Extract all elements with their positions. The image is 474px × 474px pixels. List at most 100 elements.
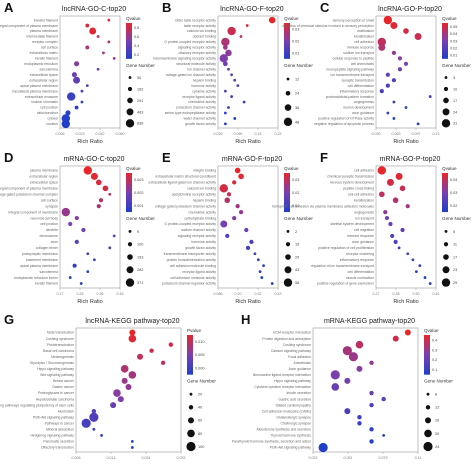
colorbar-tick-label-F: 0.04	[450, 178, 457, 182]
size-legend-label-E: 56	[295, 281, 299, 285]
data-point-E	[258, 270, 262, 274]
size-legend-dot-E	[284, 266, 292, 274]
data-point-B	[239, 35, 243, 38]
y-tick-label-G: Hippo signaling pathway	[37, 367, 74, 371]
colorbar-tick-label-A: 0.6	[134, 35, 139, 39]
x-tick-label-F: 0.50	[413, 292, 420, 296]
y-tick-label-H: Cushing syndrome	[283, 343, 311, 347]
data-point-D	[68, 221, 73, 227]
x-tick-label-C: 0.030	[372, 132, 381, 136]
x-tick-label-H: 0.051	[344, 456, 353, 460]
data-point-C	[385, 72, 390, 77]
y-tick-label-C: sensory perception of smell	[333, 18, 375, 22]
y-tick-label-D: axon	[51, 240, 58, 244]
y-tick-label-F: cell migration	[354, 228, 374, 232]
size-legend-dot-H	[424, 429, 432, 438]
panel-title-A: lncRNA-GO-C-top20	[62, 6, 126, 13]
data-point-D	[86, 252, 90, 256]
data-point-F	[395, 172, 403, 180]
panel-letter-A: A	[4, 0, 14, 15]
x-tick-label-E: 0.32	[255, 292, 262, 296]
data-point-G	[81, 418, 91, 428]
size-legend-dot-H	[425, 417, 431, 424]
size-legend-label-E: 29	[295, 255, 299, 259]
colorbar-E	[284, 173, 290, 213]
x-axis-label-D: Rich Ratio	[77, 299, 102, 305]
x-tick-label-G: 0.033	[177, 456, 186, 460]
y-tick-label-B: signaling receptor activity	[178, 46, 216, 50]
y-tick-label-G: Phototransduction	[47, 343, 74, 347]
data-point-C	[404, 106, 408, 109]
y-tick-label-H: Glutamatergic synapse	[276, 415, 311, 419]
data-point-G	[113, 389, 121, 397]
size-legend-dot-E	[283, 278, 293, 287]
data-point-F	[414, 270, 418, 274]
size-legend-dot-D	[127, 242, 133, 247]
y-tick-label-D: plasma membrane	[30, 169, 58, 173]
y-tick-label-E: protein homodimerization activity	[167, 258, 217, 262]
x-tick-label-F: 0.61	[433, 292, 440, 296]
data-point-H	[369, 360, 374, 365]
data-point-C	[397, 67, 403, 72]
data-point-D	[72, 263, 77, 268]
size-legend-dot-G	[187, 429, 195, 438]
x-tick-label-D: 0.17	[57, 292, 64, 296]
size-legend-dot-B	[286, 77, 290, 81]
data-point-H	[348, 352, 359, 362]
data-point-G	[128, 371, 137, 379]
colorbar-tick-label-D: 0.003	[134, 178, 144, 182]
y-tick-label-A: extracellular exosome	[25, 95, 58, 99]
size-legend-label-D: 9	[137, 230, 139, 234]
x-tick-label-G: 0.014	[107, 456, 116, 460]
y-tick-label-D: voltage-gated potassium channel complex	[0, 192, 58, 196]
colorbar-tick-label-C: 0.03	[450, 39, 457, 43]
data-point-F	[399, 185, 406, 192]
y-tick-label-A: cell junction	[40, 106, 58, 110]
y-tick-label-H: Gastric acid secretion	[278, 397, 311, 401]
data-point-F	[406, 252, 410, 256]
size-legend-dot-F	[441, 278, 451, 287]
data-point-C	[385, 83, 390, 88]
y-tick-label-A: extracellular space	[30, 73, 58, 77]
y-tick-label-H: Cell adhesion molecules (CAMs)	[262, 409, 311, 413]
y-tick-label-G: Basal cell carcinoma	[43, 349, 74, 353]
size-legend-label-G: 80	[198, 432, 202, 436]
colorbar-tick-label-H: 0.2	[432, 358, 437, 362]
size-legend-dot-G	[188, 405, 194, 410]
colorbar-C	[442, 23, 448, 59]
size-legend-label-F: 17	[453, 255, 457, 259]
size-legend-dot-G	[186, 441, 196, 452]
y-tick-label-C: cell adhesion	[354, 40, 374, 44]
x-axis-label-B: Rich Ratio	[235, 139, 260, 145]
y-tick-label-D: neuronal cell body	[30, 216, 58, 220]
size-legend-dot-C	[443, 97, 449, 104]
y-tick-label-D: extracellular space	[30, 181, 58, 185]
data-point-D	[102, 185, 109, 192]
data-point-H	[357, 421, 362, 426]
data-point-A	[66, 92, 76, 101]
data-point-A	[96, 35, 100, 38]
colorbar-tick-label-F: 0.03	[450, 191, 457, 195]
data-point-C	[377, 37, 387, 47]
data-point-G	[129, 329, 136, 336]
y-tick-label-C: neuron development	[343, 106, 374, 110]
size-legend-dot-D	[125, 278, 135, 287]
size-legend-label-F: 5	[453, 230, 455, 234]
data-point-E	[238, 173, 244, 180]
data-point-C	[414, 32, 422, 40]
y-tick-label-B: growth factor activity	[185, 122, 216, 126]
y-tick-label-D: integral component of plasma membrane	[0, 187, 58, 191]
x-tick-label-F: 0.38	[393, 292, 400, 296]
y-tick-label-B: olfactory receptor activity	[179, 51, 217, 55]
data-point-C	[428, 95, 432, 98]
y-tick-label-A: plasma membrane	[30, 29, 58, 33]
data-point-E	[232, 180, 237, 185]
data-point-F	[379, 191, 385, 198]
data-point-D	[95, 179, 102, 186]
x-tick-label-C: 0.13	[433, 132, 440, 136]
data-point-A	[65, 110, 71, 116]
data-point-D	[61, 207, 71, 217]
data-point-H	[369, 390, 374, 396]
colorbar-tick-label-G: 0.010	[195, 340, 205, 344]
data-point-G	[160, 360, 166, 365]
